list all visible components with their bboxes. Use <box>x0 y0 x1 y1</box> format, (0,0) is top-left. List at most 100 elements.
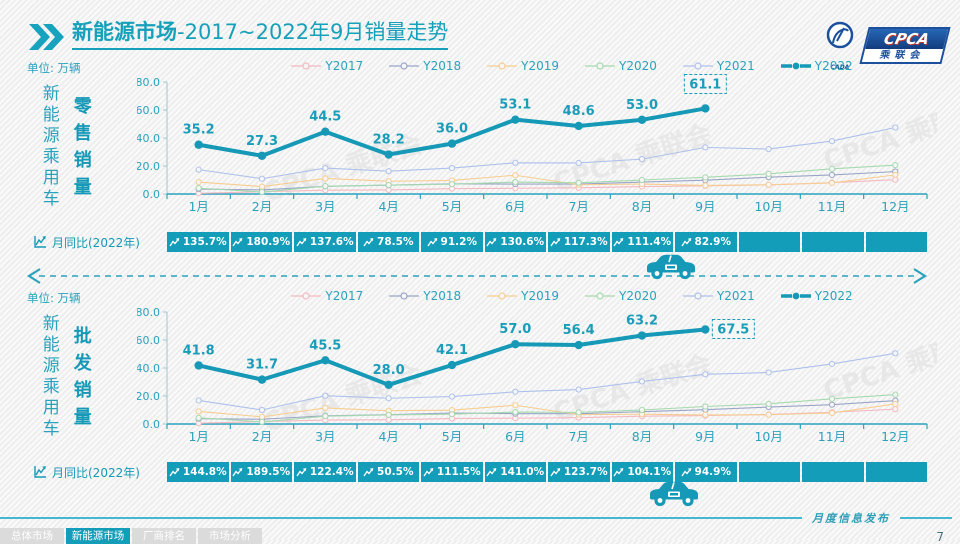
data-label: 53.0 <box>626 98 658 113</box>
x-tick-label: 6月 <box>505 199 525 214</box>
legend: Y2017 Y2018 Y2019 Y2020 Y2021 Y2022 <box>207 288 937 304</box>
mom-cell: 130.6% <box>484 232 546 252</box>
mom-value: 189.5% <box>246 466 291 478</box>
footer-tab-总体市场[interactable]: 总体市场 <box>0 528 64 544</box>
series-line-y2020 <box>198 164 896 193</box>
legend-marker-icon <box>389 292 420 300</box>
trend-up-icon <box>613 467 624 476</box>
mom-value: 91.2% <box>440 236 477 248</box>
legend-label: Y2018 <box>423 59 462 73</box>
trend-up-icon <box>363 237 374 246</box>
footer-tab-厂商排名[interactable]: 厂商排名 <box>132 528 196 544</box>
car-icon <box>647 254 695 280</box>
mom-cell: 180.9% <box>230 232 292 252</box>
legend-marker-icon <box>682 62 713 70</box>
legend-label: Y2019 <box>521 59 559 73</box>
legend-marker-icon <box>389 62 420 70</box>
trend-up-icon <box>613 237 624 246</box>
mom-cell <box>738 462 800 482</box>
page-title-rest: -2017~2022年9月销量走势 <box>177 20 449 44</box>
double-chevron-icon <box>29 24 64 50</box>
data-label: 63.2 <box>626 314 658 329</box>
trend-up-icon <box>423 467 434 476</box>
mom-cell: 82.9% <box>675 232 737 252</box>
data-label: 57.0 <box>499 322 531 337</box>
legend: Y2017 Y2018 Y2019 Y2020 Y2021 Y2022 <box>207 58 937 74</box>
data-label: 31.7 <box>246 358 278 373</box>
trend-up-icon <box>363 467 374 476</box>
car-icon <box>650 481 698 507</box>
wholesale-chart-section: 单位: 万辆 新能源乘用车 批发销量 Y2017 Y2018 Y2019 Y2020 Y… <box>25 288 960 460</box>
y-tick-label: 60.0 <box>137 104 160 117</box>
mom-cell: 91.2% <box>421 232 483 252</box>
legend-label: Y2022 <box>814 59 853 73</box>
trend-up-icon <box>232 467 243 476</box>
legend-marker-icon <box>780 62 811 70</box>
trend-up-icon <box>486 237 497 246</box>
trend-up-icon <box>426 237 437 246</box>
mom-value: 122.4% <box>309 466 354 478</box>
legend-marker-icon <box>291 62 322 70</box>
page-title: 新能源市场-2017~2022年9月销量走势 <box>72 20 449 51</box>
x-tick-label: 5月 <box>442 199 462 214</box>
mom-cell: 111.4% <box>611 232 673 252</box>
y-tick-label: 0.0 <box>143 418 161 431</box>
mom-value: 78.5% <box>377 236 414 248</box>
trend-chart-icon <box>34 236 46 248</box>
mom-cell: 78.5% <box>357 232 419 252</box>
data-label: 42.1 <box>436 343 468 358</box>
data-label: 35.2 <box>183 123 215 138</box>
mom-cell: 117.3% <box>548 232 610 252</box>
legend-item-y2021: Y2021 <box>682 289 755 303</box>
legend-label: Y2021 <box>716 59 755 73</box>
mom-cell: 122.4% <box>294 462 356 482</box>
footer-tab-新能源市场[interactable]: 新能源市场 <box>66 528 130 544</box>
footer-tabs: 总体市场 新能源市场 厂商排名 市场分析 <box>0 528 262 544</box>
legend-item-y2019: Y2019 <box>487 289 559 303</box>
mom-value: 130.6% <box>500 236 545 248</box>
mom-cell: 135.7% <box>167 232 229 252</box>
data-label: 44.5 <box>309 110 341 125</box>
cpca-text: CPCA <box>865 29 949 49</box>
metric-label-retail: 零售销量 <box>70 96 92 204</box>
mom-value: 94.9% <box>694 466 731 478</box>
mom-cell <box>738 232 800 252</box>
legend-label: Y2020 <box>619 59 657 73</box>
mom-cell: 50.5% <box>357 462 419 482</box>
x-tick-label: 11月 <box>818 199 846 214</box>
mom-cell <box>802 462 864 482</box>
trend-up-icon <box>296 237 307 246</box>
group-label: 新能源乘用车 <box>38 84 59 210</box>
watermark: CPCA 乘联会 <box>820 327 937 406</box>
data-label-current: 67.5 <box>717 323 749 338</box>
legend-label: Y2018 <box>423 289 462 303</box>
mom-cell: 137.6% <box>294 232 356 252</box>
cpca-logo: CADA CPCA 乘联会 <box>820 20 951 71</box>
footer-rule: 月度信息发布 <box>0 510 960 526</box>
legend-item-y2018: Y2018 <box>389 289 461 303</box>
trend-up-icon <box>550 237 561 246</box>
trend-up-icon <box>296 467 307 476</box>
header: 新能源市场-2017~2022年9月销量走势 CADA CPCA 乘联会 <box>0 0 960 71</box>
cpca-sub-text: 乘联会 <box>878 50 927 61</box>
mom-label-text: 月同比(2022年) <box>52 465 140 480</box>
legend-marker-icon <box>291 292 322 300</box>
data-label: 36.0 <box>436 122 468 137</box>
x-tick-label: 5月 <box>442 429 462 444</box>
mom-value: 111.5% <box>436 466 481 478</box>
mom-value: 135.7% <box>182 236 227 248</box>
legend-marker-icon <box>487 62 518 70</box>
legend-label: Y2017 <box>325 289 364 303</box>
mom-value: 123.7% <box>563 466 608 478</box>
legend-marker-icon <box>682 292 713 300</box>
mom-value: 180.9% <box>246 236 291 248</box>
watermark: CPCA 乘联会 <box>820 97 937 176</box>
retail-line-chart: CPCA 乘联会 CPCA 乘联会 CPCA 乘联会0.020.040.060.08… <box>136 73 960 214</box>
footer-tab-市场分析[interactable]: 市场分析 <box>198 528 262 544</box>
data-label: 53.1 <box>499 98 531 113</box>
trend-up-icon <box>550 467 561 476</box>
y-tick-label: 40.0 <box>137 362 160 375</box>
page-title-bold: 新能源市场 <box>72 20 177 44</box>
legend-item-y2020: Y2020 <box>585 289 657 303</box>
legend-label: Y2020 <box>619 289 657 303</box>
